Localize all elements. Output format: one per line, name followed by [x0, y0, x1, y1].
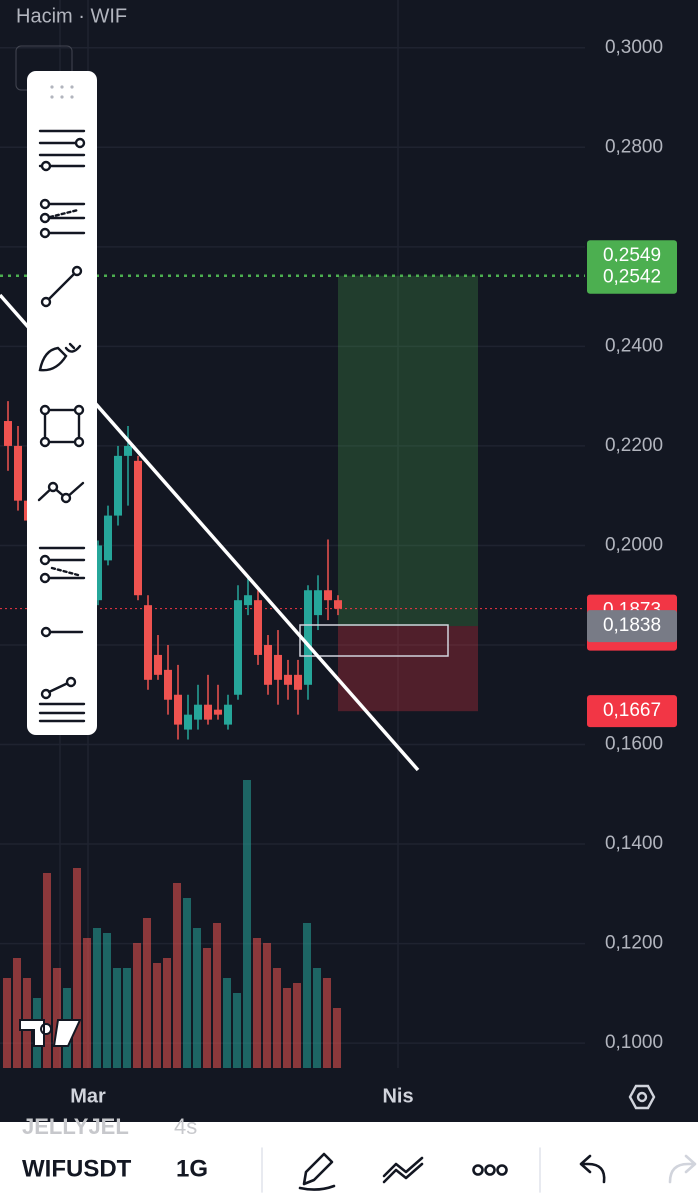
redo-icon[interactable]: [668, 1154, 697, 1184]
volume-bar: [93, 928, 101, 1068]
candle-body: [224, 704, 232, 725]
candle-body: [134, 460, 142, 596]
candle-body: [174, 694, 182, 725]
volume-bar: [253, 938, 261, 1068]
bottom-icons[interactable]: [261, 1147, 697, 1193]
more-icon[interactable]: [472, 1164, 484, 1176]
candle-body: [114, 455, 122, 516]
price-label-text: 0,2542: [603, 267, 661, 288]
candle-body: [324, 590, 332, 601]
faded-time: 4s: [174, 1114, 197, 1139]
volume-bar: [223, 978, 231, 1068]
volume-bar: [303, 923, 311, 1068]
draw-icon[interactable]: [298, 1152, 336, 1191]
chart: Mar Nis 0,1000 0,1200 0,1400 0,1600 0,2000 0,22…: [0, 37, 677, 1107]
volume-bar: [323, 978, 331, 1068]
volume-bar: [43, 873, 51, 1068]
drawing-toolbar[interactable]: [27, 71, 97, 735]
volume-bar: [233, 993, 241, 1068]
loss-zone: [338, 626, 478, 712]
candle-body: [104, 515, 112, 561]
volume-bar: [203, 948, 211, 1068]
volume-bar: [53, 968, 61, 1068]
y-tick-label: 0,1400: [605, 833, 663, 854]
volume-bar: [263, 943, 271, 1068]
y-tick-label: 0,1000: [605, 1032, 663, 1053]
candle-body: [204, 704, 212, 720]
volume-bar: [213, 923, 221, 1068]
volume-bar: [3, 978, 11, 1068]
symbol[interactable]: WIFUSDT: [22, 1155, 132, 1182]
y-tick-label: 0,2800: [605, 136, 663, 157]
volume-bar: [243, 780, 251, 1068]
volume-bar: [313, 968, 321, 1068]
candle-body: [214, 709, 222, 715]
volume-bar: [173, 883, 181, 1068]
candle-body: [194, 704, 202, 720]
x-tick-label: Mar: [70, 1085, 106, 1107]
price-label-text: 0,1667: [603, 700, 661, 721]
faded-symbol: JELLYJEL: [22, 1114, 129, 1139]
price-label-text: 0,1838: [603, 615, 661, 636]
price-label: [587, 610, 677, 643]
interval[interactable]: 1G: [176, 1155, 208, 1182]
volume-bar: [153, 963, 161, 1068]
volume-bar: [333, 1008, 341, 1068]
candle-body: [334, 600, 342, 609]
candle-body: [264, 644, 272, 685]
candle-body: [4, 421, 12, 446]
rectangle-drawing: [299, 624, 449, 657]
candle-body: [124, 445, 132, 456]
bottom-bar: [0, 1122, 698, 1200]
price-label: [587, 695, 677, 728]
volume-bar: [163, 958, 171, 1068]
grid: [0, 0, 585, 1068]
volume-bar: [113, 968, 121, 1068]
volume-bar: [133, 943, 141, 1068]
candle-body: [234, 600, 242, 695]
x-tick-label: Nis: [382, 1085, 413, 1107]
y-tick-label: 0,2200: [605, 435, 663, 456]
volume-bar: [183, 898, 191, 1068]
candle-body: [284, 674, 292, 685]
candle-body: [314, 590, 322, 616]
volume-bar: [13, 958, 21, 1068]
volume-bar: [73, 868, 81, 1068]
candle-body: [304, 590, 312, 685]
volume-bar: [123, 968, 131, 1068]
candle-body: [184, 714, 192, 730]
volume-bar: [143, 918, 151, 1068]
volume-bar: [273, 968, 281, 1068]
indicator-icon[interactable]: [382, 1156, 424, 1184]
candle-body: [294, 674, 302, 690]
indicator-title: Hacim · WIF: [16, 5, 127, 27]
candle-body: [94, 545, 102, 601]
tradingview-logo: [19, 1019, 82, 1047]
y-tick-label: 0,3000: [605, 37, 663, 58]
volume-bar: [83, 938, 91, 1068]
candle-body: [244, 595, 252, 606]
profit-zone: [338, 275, 478, 627]
price-label-text: 0,2549: [603, 245, 661, 266]
candle-body: [144, 605, 152, 680]
undo-icon[interactable]: [579, 1154, 606, 1184]
price-label: [587, 261, 677, 294]
candle-body: [254, 600, 262, 655]
y-tick-label: 0,2000: [605, 534, 663, 555]
candle-body: [274, 654, 282, 680]
candle-body: [164, 669, 172, 700]
volume-bar: [283, 988, 291, 1068]
volume-bar: [103, 933, 111, 1068]
volume-bar: [193, 928, 201, 1068]
settings-icon[interactable]: [628, 1084, 656, 1110]
volume-bar: [293, 983, 301, 1068]
y-tick-label: 0,2400: [605, 335, 663, 356]
y-tick-label: 0,1600: [605, 734, 663, 755]
candle-body: [154, 654, 162, 675]
candle-body: [14, 445, 22, 501]
y-tick-label: 0,1200: [605, 933, 663, 954]
